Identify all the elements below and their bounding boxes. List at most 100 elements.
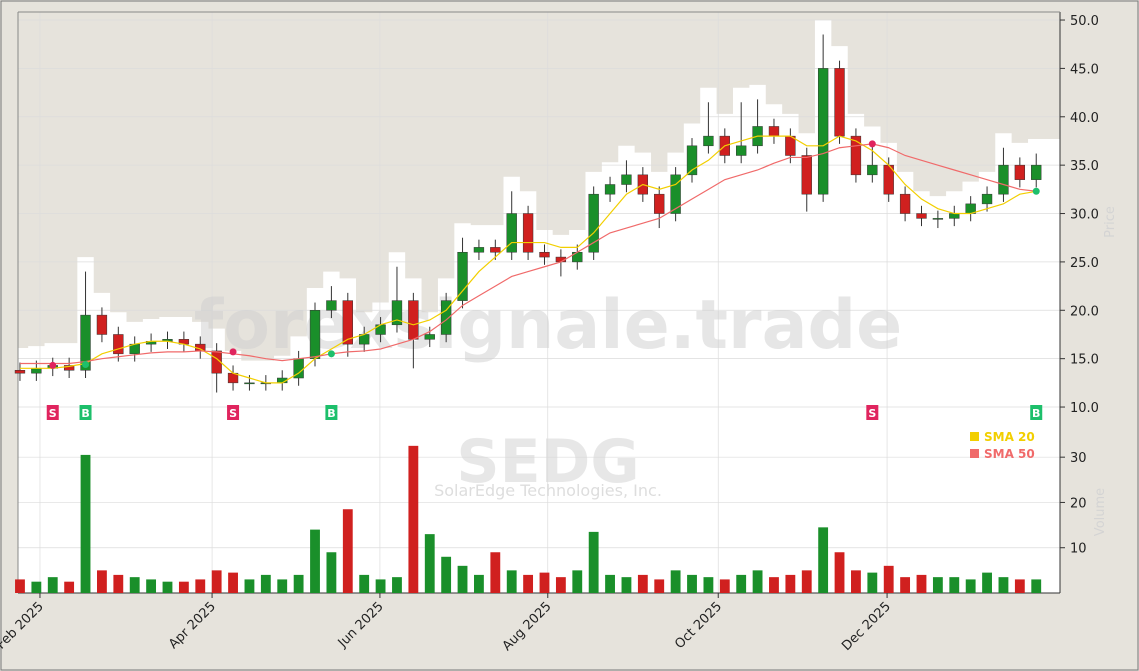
volume-bar [211, 570, 222, 593]
signal-box [46, 405, 59, 420]
volume-bar [1014, 579, 1025, 593]
volume-bar [752, 570, 763, 593]
volume-bar [47, 577, 58, 593]
y-tick-label: 15.0 [1070, 353, 1099, 368]
y-tick-label: 25.0 [1070, 256, 1099, 271]
candle-body [588, 193, 599, 253]
candle-body [1014, 164, 1026, 180]
volume-bar [801, 570, 812, 593]
signal-label: B [81, 407, 89, 420]
company-watermark: SolarEdge Technologies, Inc. [434, 481, 662, 500]
candle-body [506, 213, 517, 253]
candle-body [80, 314, 91, 371]
legend-label: SMA 50 [984, 447, 1035, 461]
signal-label: S [229, 407, 237, 420]
signal-box [1030, 405, 1043, 420]
volume-bar [588, 531, 599, 593]
signal-label: B [327, 407, 335, 420]
y-tick-label: 35.0 [1070, 159, 1099, 174]
signal-dot [229, 348, 237, 356]
candle-body [932, 218, 944, 220]
volume-bar [457, 565, 468, 593]
volume-bar [15, 579, 25, 593]
candle-body [14, 370, 26, 374]
signal-label: B [1032, 407, 1040, 420]
volume-bar [654, 579, 665, 593]
candle-body [686, 145, 698, 176]
volume-bar [129, 577, 140, 593]
signal-dot [327, 350, 335, 358]
candle-body [211, 350, 222, 374]
candle-body [736, 145, 747, 156]
volume-bar [392, 577, 402, 593]
volume-bar [64, 581, 75, 593]
candle-body [703, 135, 714, 147]
volume-bar [293, 574, 304, 593]
y2-tick-label: 20 [1070, 496, 1087, 511]
volume-bar [178, 581, 189, 593]
volume-bar [441, 556, 452, 593]
candle-body [440, 300, 452, 335]
volume-bar [97, 570, 107, 593]
volume-bar [342, 509, 353, 593]
candle-body [96, 314, 108, 335]
legend-swatch [970, 432, 979, 441]
candle-body [949, 213, 960, 219]
volume-bar [506, 570, 517, 593]
volume-bar [80, 454, 91, 593]
volume-bar [424, 534, 435, 593]
volume-bar [916, 574, 927, 593]
candle-body [522, 213, 534, 253]
candle-body [834, 68, 845, 137]
candle-body [391, 300, 403, 326]
volume-bar [883, 565, 894, 593]
symbol-watermark: SEDG [456, 427, 639, 497]
sma-line [19, 143, 1037, 365]
volume-bar [310, 529, 320, 593]
volume-bar [244, 579, 255, 593]
candle-body [817, 68, 829, 195]
candle-body [850, 135, 862, 176]
volume-bar [834, 552, 845, 593]
signal-box [325, 405, 338, 420]
y2-axis-label: Volume [1093, 488, 1108, 536]
candle-body [63, 365, 75, 371]
candle-body [473, 247, 485, 253]
volume-bar [719, 579, 730, 593]
candle-body [916, 213, 927, 219]
volume-bar [687, 574, 697, 593]
signal-dot [82, 360, 90, 368]
candle-body [1031, 164, 1042, 180]
y2-tick-label: 30 [1070, 451, 1087, 466]
price-envelope [18, 20, 1060, 593]
signal-box [866, 405, 879, 420]
y-tick-label: 50.0 [1070, 14, 1099, 29]
candle-body [654, 193, 665, 214]
candle-body [604, 184, 616, 195]
volume-bar [572, 570, 583, 593]
signal-dot [49, 361, 57, 369]
volume-bar [408, 445, 419, 593]
candle-body [113, 334, 124, 355]
volume-bar [1031, 579, 1042, 593]
volume-bar [867, 572, 878, 593]
volume-bar [539, 572, 550, 593]
candle-body [998, 164, 1009, 195]
signal-label: S [49, 407, 57, 420]
candle-body [342, 300, 353, 345]
volume-bar [359, 574, 370, 593]
y-tick-label: 40.0 [1070, 111, 1099, 126]
candle-body [424, 334, 435, 340]
signal-box [227, 405, 240, 420]
watermark: forexsignale.trade [194, 286, 903, 365]
volume-bar [769, 577, 779, 593]
candle-body [899, 193, 911, 214]
y-tick-label: 30.0 [1070, 208, 1099, 223]
candle-body [309, 310, 321, 359]
volume-bar [228, 572, 238, 593]
candle-body [801, 155, 812, 195]
candle-body [670, 174, 681, 214]
volume-bar [982, 572, 992, 593]
candle-body [867, 164, 878, 176]
